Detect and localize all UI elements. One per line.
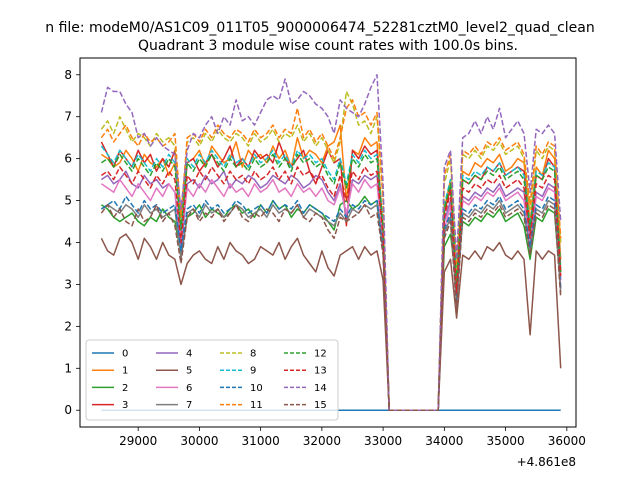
legend-label-9: 9: [250, 366, 256, 377]
y-tick-label: 0: [64, 403, 72, 417]
legend-label-6: 6: [186, 383, 192, 394]
y-tick-label: 7: [64, 110, 72, 124]
legend-label-3: 3: [122, 400, 128, 411]
series-line-4: [100, 170, 562, 411]
legend-label-14: 14: [314, 383, 327, 394]
x-tick-label: 31000: [242, 434, 280, 448]
plot-frame: [79, 57, 577, 428]
x-tick-label: 35000: [486, 434, 524, 448]
x-tick-label: 32000: [303, 434, 341, 448]
series-layer: [100, 74, 562, 411]
legend-frame: [85, 339, 339, 421]
x-tick-label: 29000: [119, 434, 157, 448]
legend-label-7: 7: [186, 400, 192, 411]
y-tick-label: 8: [64, 68, 72, 82]
y-tick-label: 4: [64, 236, 72, 250]
legend-label-12: 12: [314, 349, 327, 360]
legend-label-0: 0: [122, 349, 128, 360]
y-tick-label: 3: [64, 277, 72, 291]
x-tick-label: 33000: [364, 434, 402, 448]
x-tick-label: 36000: [548, 434, 586, 448]
series-line-13: [100, 166, 562, 411]
chart-title: Quadrant 3 module wise count rates with …: [138, 38, 518, 54]
legend-label-10: 10: [250, 383, 263, 394]
x-offset-label: +4.861e8: [517, 455, 576, 469]
legend-label-8: 8: [250, 349, 256, 360]
series-line-12: [100, 153, 562, 411]
series-line-9: [100, 145, 562, 411]
legend-label-15: 15: [314, 400, 327, 411]
legend-label-1: 1: [122, 366, 128, 377]
figure-suptitle: n file: modeM0/AS1C09_011T05_9000006474_…: [45, 20, 594, 36]
series-line-14: [100, 74, 562, 411]
legend-label-13: 13: [314, 366, 327, 377]
axis-layer: 29000 30000 31000 32000 33000 34000 35000 36000…: [64, 68, 586, 448]
series-line-6: [100, 178, 562, 411]
series-line-5: [100, 233, 562, 411]
legend-label-11: 11: [250, 400, 263, 411]
y-tick-label: 1: [64, 361, 72, 375]
series-line-15: [100, 204, 562, 411]
x-tick-label: 34000: [425, 434, 463, 448]
y-tick-label: 5: [64, 194, 72, 208]
legend-label-4: 4: [186, 349, 192, 360]
y-tick-label: 6: [64, 152, 72, 166]
legend-label-5: 5: [186, 366, 192, 377]
y-tick-label: 2: [64, 319, 72, 333]
legend-label-2: 2: [122, 383, 128, 394]
x-tick-label: 30000: [180, 434, 218, 448]
series-line-11: [100, 99, 562, 411]
series-line-7: [100, 199, 562, 411]
